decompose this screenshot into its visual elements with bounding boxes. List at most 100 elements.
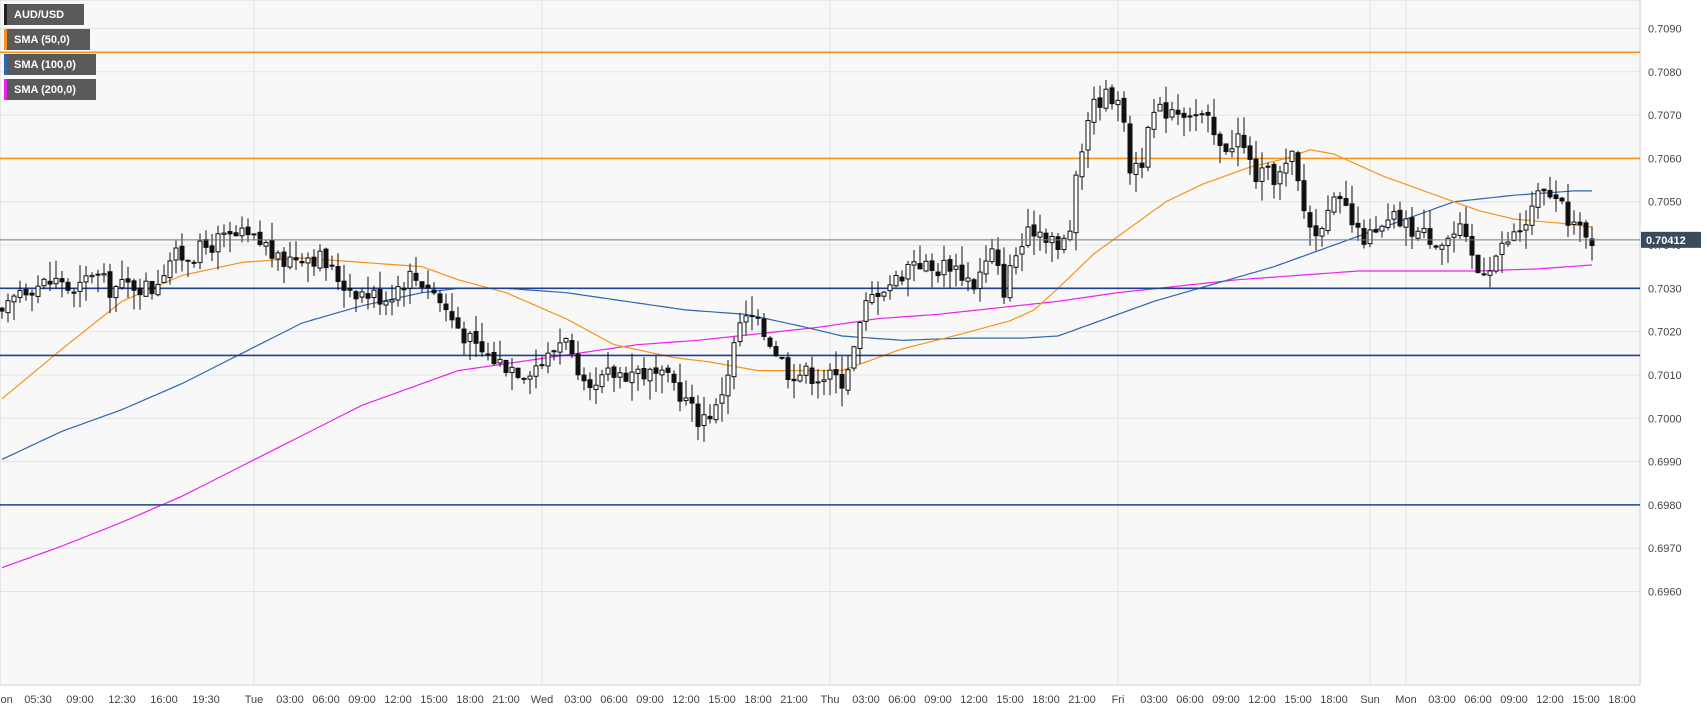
candle-body [23, 288, 29, 296]
candle-body [1271, 163, 1277, 185]
candle-body [851, 346, 857, 369]
y-tick-label: 0.7000 [1648, 413, 1682, 425]
x-tick-label: 18:00 [1320, 694, 1348, 706]
candle-body [503, 359, 509, 373]
candle-body [1475, 254, 1481, 273]
legend-sma-200[interactable]: SMA (200,0) [4, 79, 96, 100]
candle-body [539, 364, 545, 367]
legend-sma-50-swatch [4, 29, 7, 50]
candle-body [467, 332, 473, 342]
candle-body [983, 260, 989, 275]
x-tick-label: Mon [1395, 694, 1416, 706]
x-tick-label: 03:00 [1428, 694, 1456, 706]
candle-body [599, 374, 605, 388]
x-tick-label: Thu [821, 694, 840, 706]
candle-body [1493, 255, 1499, 272]
candle-body [677, 382, 683, 402]
candle-body [1181, 112, 1187, 118]
candle-body [1277, 171, 1283, 185]
y-tick-label: 0.7050 [1648, 197, 1682, 209]
candle-body [1355, 222, 1361, 228]
x-tick-label: 09:00 [636, 694, 664, 706]
candle-body [1439, 244, 1445, 250]
candle-body [1403, 218, 1409, 228]
x-tick-label: 15:00 [708, 694, 736, 706]
sma-50-group [1, 149, 1593, 400]
candle-body [1565, 201, 1571, 226]
x-tick-label: 21:00 [780, 694, 808, 706]
candle-body [671, 373, 677, 383]
current-price-label: 0.70412 [1646, 235, 1686, 247]
candle-body [869, 294, 875, 304]
x-tick-label: 12:30 [108, 694, 136, 706]
legend-sma-100[interactable]: SMA (100,0) [4, 54, 96, 75]
candle-body [131, 280, 137, 291]
candle-body [1511, 231, 1517, 241]
candle-body [353, 291, 359, 300]
candle-body [1157, 103, 1163, 112]
candle-body [935, 271, 941, 277]
candle-body [461, 328, 467, 344]
candle-body [899, 276, 905, 282]
candle-body [1019, 246, 1025, 255]
plot-area [0, 0, 1641, 686]
x-tick-label: 16:00 [150, 694, 178, 706]
candle-body [425, 284, 431, 289]
candle-body [1247, 145, 1253, 160]
candle-body [533, 365, 539, 377]
x-tick-label: 09:00 [1500, 694, 1528, 706]
candle-body [275, 252, 281, 260]
x-tick-label: 12:00 [960, 694, 988, 706]
candle-body [335, 266, 341, 283]
candle-body [185, 259, 191, 262]
candle-body [1313, 225, 1319, 237]
candle-body [371, 289, 377, 299]
candle-body [1121, 97, 1127, 123]
candle-body [383, 300, 389, 306]
candle-body [263, 242, 269, 247]
candle-body [1553, 194, 1559, 200]
candle-body [347, 288, 353, 291]
candle-body [1367, 229, 1373, 245]
candle-body [1349, 203, 1355, 226]
candle-body [167, 260, 173, 279]
candle-body [815, 381, 821, 384]
x-tick-label: 18:00 [744, 694, 772, 706]
candle-body [545, 352, 551, 367]
y-tick-label: 0.7060 [1648, 153, 1682, 165]
candle-body [845, 369, 851, 391]
current-price-group: 0.70412 [0, 231, 1701, 248]
candle-body [401, 287, 407, 291]
candle-body [1325, 209, 1331, 232]
candle-body [437, 293, 443, 304]
candle-body [839, 373, 845, 389]
candle-body [557, 342, 563, 353]
candle-body [779, 356, 785, 359]
candle-body [911, 261, 917, 266]
x-tick-label: 03:00 [564, 694, 592, 706]
candle-body [797, 374, 803, 382]
x-tick-label: 09:00 [1212, 694, 1240, 706]
x-tick-label: 15:00 [1572, 694, 1600, 706]
candle-body [959, 264, 965, 281]
legend-symbol[interactable]: AUD/USD [4, 4, 84, 25]
candle-body [341, 280, 347, 291]
x-tick-label: 03:00 [852, 694, 880, 706]
y-tick-label: 0.7080 [1648, 67, 1682, 79]
legend-sma-50-label: SMA (50,0) [14, 33, 70, 46]
x-tick-label: 06:00 [600, 694, 628, 706]
legend-sma-50[interactable]: SMA (50,0) [4, 29, 90, 50]
candle-body [773, 346, 779, 357]
candle-body [77, 281, 83, 292]
candle-body [1145, 126, 1151, 168]
candle-body [491, 351, 497, 365]
candle-body [947, 259, 953, 272]
candle-body [695, 403, 701, 427]
candle-body [587, 379, 593, 389]
candle-body [731, 342, 737, 378]
candle-body [233, 232, 239, 237]
candle-body [1127, 123, 1133, 174]
candle-body [287, 256, 293, 268]
